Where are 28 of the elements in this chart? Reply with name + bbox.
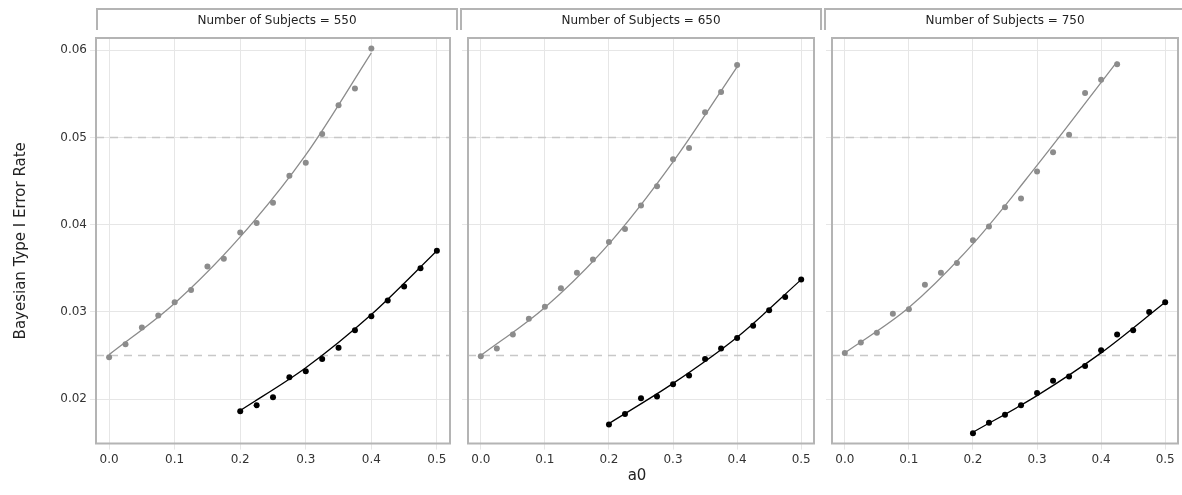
x-tick-label: 0.5 [791,451,811,466]
y-tick-label: 0.04 [60,216,87,231]
x-tick-label: 0.3 [1027,451,1047,466]
x-tick-label: 0.4 [361,451,381,466]
x-tick-label: 0.5 [1155,451,1175,466]
x-tick-label: 0.2 [599,451,619,466]
y-tick-label: 0.03 [60,304,87,319]
x-tick-label: 0.0 [471,451,491,466]
x-tick-label: 0.2 [230,451,250,466]
y-tick-label: 0.05 [60,129,87,144]
x-tick-label: 0.4 [727,451,747,466]
x-tick-label: 0.1 [899,451,919,466]
x-tick-label: 0.1 [165,451,185,466]
x-tick-label: 0.1 [535,451,555,466]
y-axis-title: Bayesian Type I Error Rate [10,142,29,340]
y-tick-label: 0.06 [60,42,87,57]
x-tick-label: 0.3 [663,451,683,466]
x-tick-label: 0.0 [835,451,855,466]
x-tick-label: 0.5 [427,451,447,466]
chart-title: Number of Subjects = 750 [824,8,1182,30]
x-axis-title: a0 [626,466,648,484]
x-tick-label: 0.0 [99,451,119,466]
y-tick-label: 0.02 [60,391,87,406]
chart-title: Number of Subjects = 650 [460,8,822,30]
chart-title: Number of Subjects = 550 [96,8,458,30]
x-tick-label: 0.2 [963,451,983,466]
x-tick-label: 0.4 [1091,451,1111,466]
x-tick-label: 0.3 [296,451,316,466]
